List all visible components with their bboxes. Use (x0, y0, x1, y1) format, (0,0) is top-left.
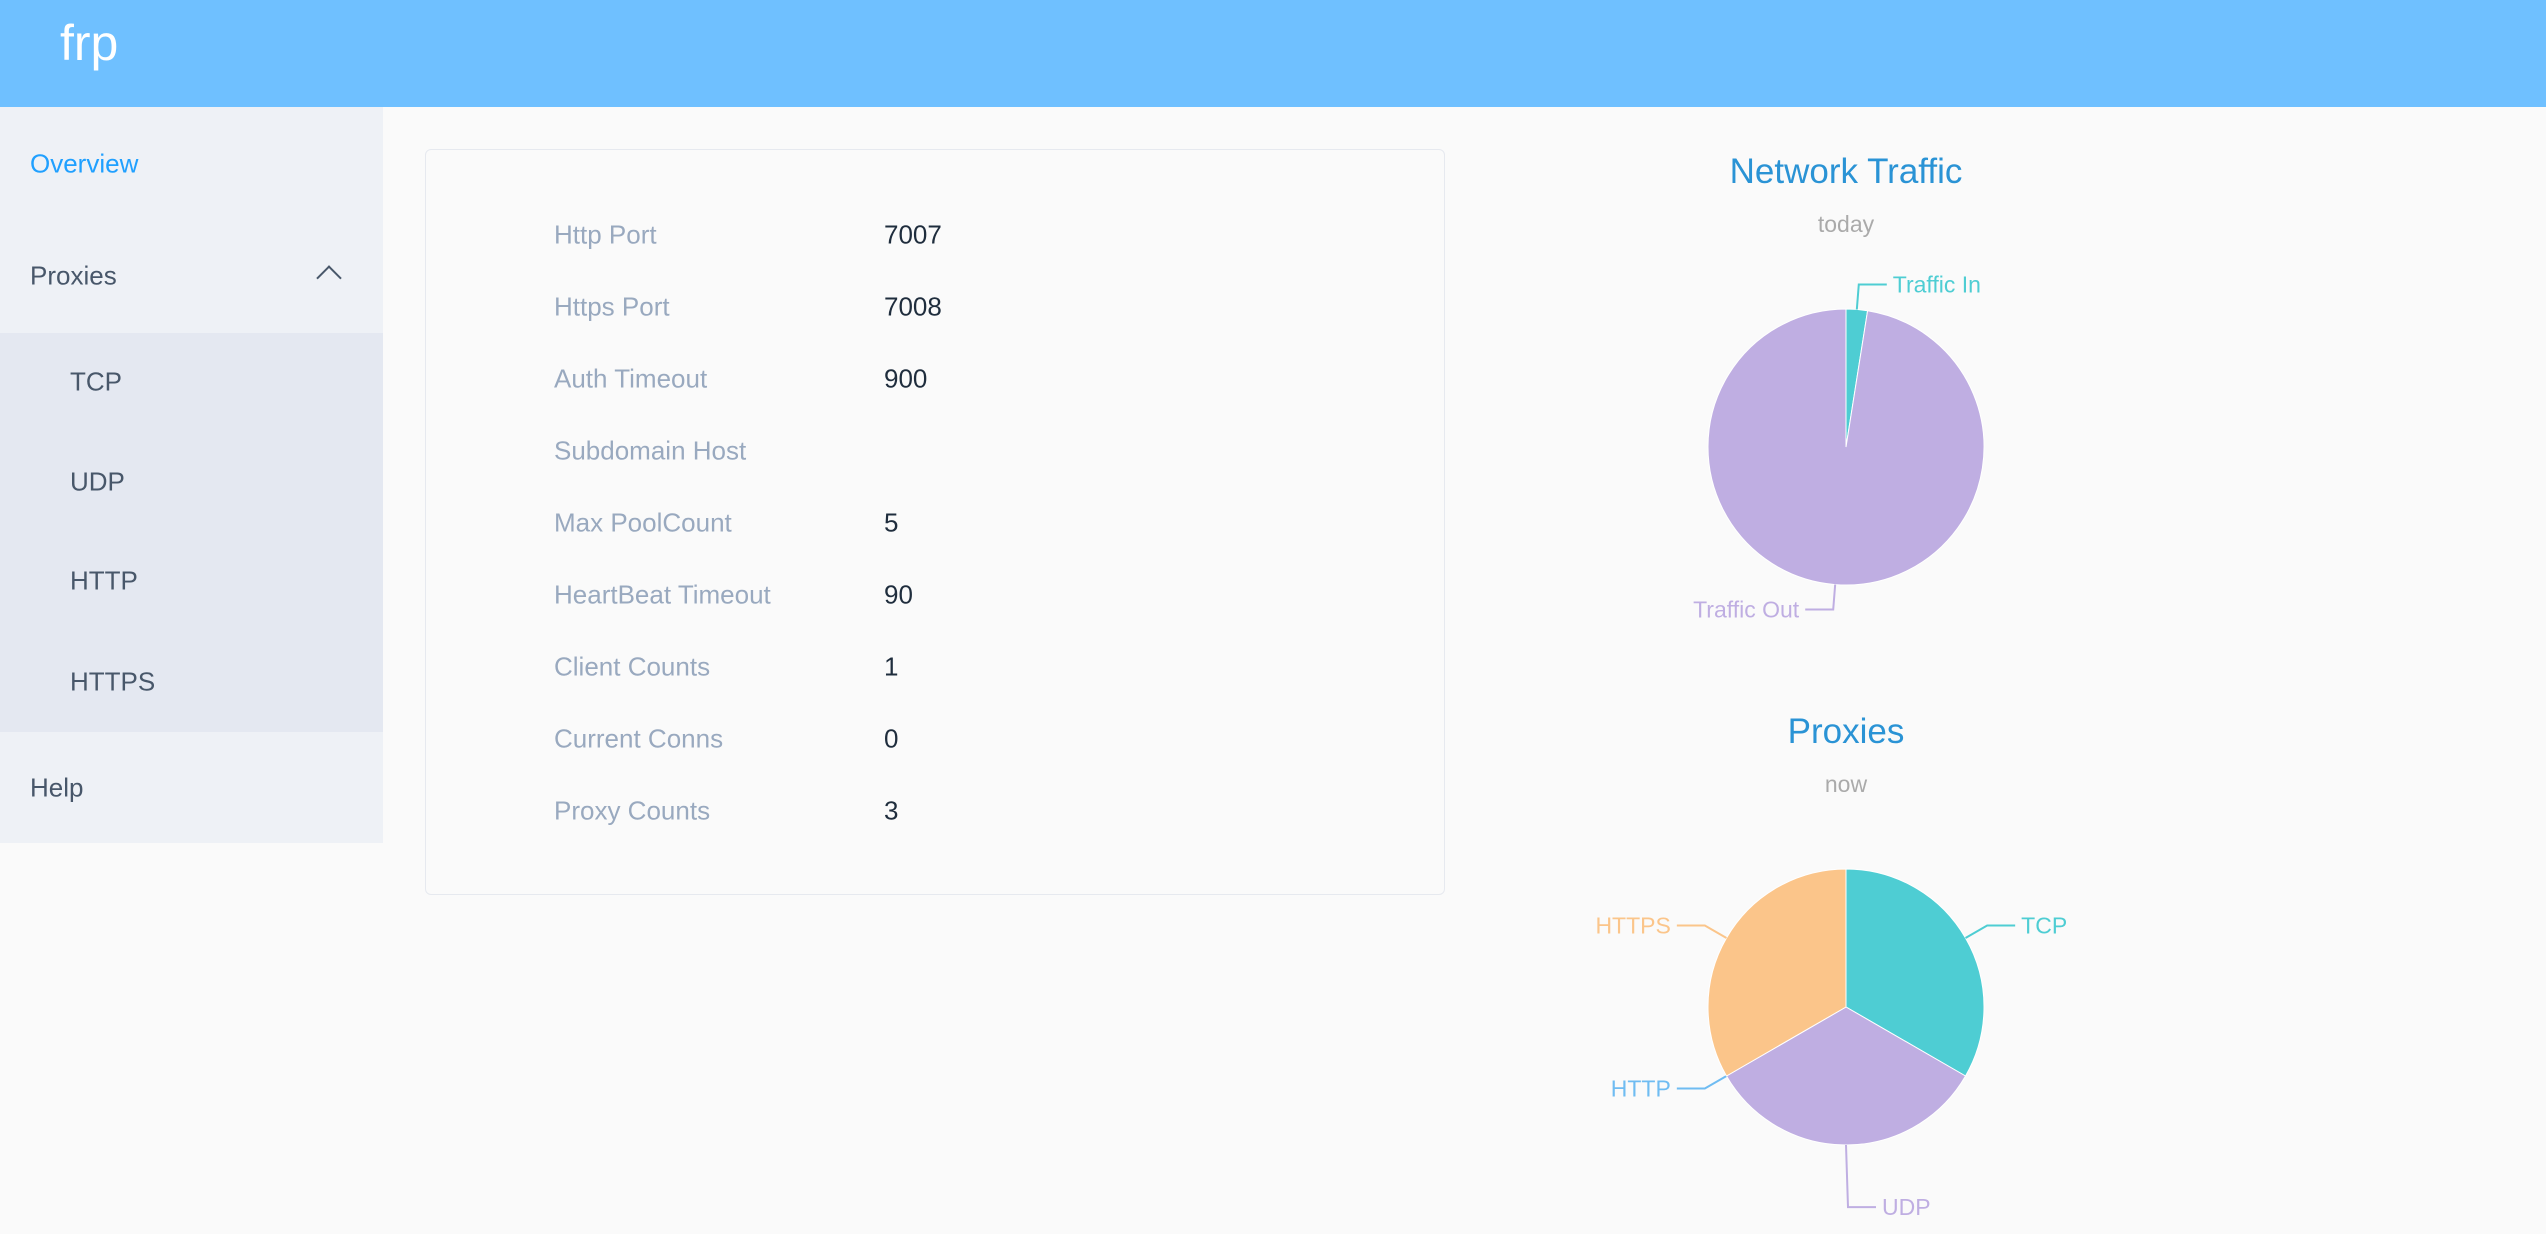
sidebar-item-tcp[interactable]: TCP (70, 366, 122, 397)
info-row: Auth Timeout 900 (554, 363, 927, 395)
info-value: 7007 (884, 219, 942, 250)
info-row: Max PoolCount 5 (554, 507, 898, 539)
info-label: HeartBeat Timeout (554, 579, 771, 610)
info-value: 90 (884, 579, 913, 610)
sidebar-item-http[interactable]: HTTP (70, 565, 138, 596)
label-leader-line (1805, 584, 1837, 611)
info-value: 7008 (884, 291, 942, 322)
pie-label: TCP (2021, 913, 2067, 939)
info-value: 1 (884, 651, 899, 682)
info-row: Https Port 7008 (554, 291, 942, 323)
pie-label: UDP (1882, 1194, 1931, 1220)
sidebar: Overview Proxies TCP UDP HTTP HTTPS Help (0, 107, 383, 843)
label-leader-line (1845, 1144, 1876, 1209)
info-row: Subdomain Host (554, 436, 746, 467)
pie-label: HTTP (1611, 1076, 1671, 1102)
label-leader-line (1676, 1075, 1727, 1090)
network-traffic-subtitle: today (1817, 211, 1875, 237)
label-leader-line (1965, 924, 2016, 939)
info-label: Proxy Counts (554, 795, 711, 826)
info-label: Http Port (554, 219, 657, 250)
proxies-submenu (0, 333, 383, 732)
app-logo[interactable]: frp (60, 15, 119, 71)
pie-slice-tcp[interactable] (1845, 868, 1985, 1077)
pie-slice-udp[interactable] (1725, 1006, 1967, 1146)
info-row: Client Counts 1 (554, 651, 898, 683)
pie-slice-https[interactable] (1707, 868, 1847, 1077)
pie-label: Traffic In (1893, 272, 1981, 298)
proxies-chart-title: Proxies (1787, 712, 1905, 751)
info-label: Client Counts (554, 651, 711, 682)
info-value: 5 (884, 507, 899, 538)
pie-slice-traffic-out[interactable] (1707, 308, 1985, 586)
info-label: Subdomain Host (554, 435, 747, 466)
info-label: Current Conns (554, 723, 724, 754)
info-row: Current Conns 0 (554, 723, 898, 755)
proxies-chart-subtitle: now (1824, 771, 1868, 797)
label-leader-line (1855, 283, 1887, 310)
pie-label: Traffic Out (1693, 596, 1800, 622)
sidebar-item-udp[interactable]: UDP (70, 466, 125, 497)
info-value: 3 (884, 795, 899, 826)
info-value: 0 (884, 723, 899, 754)
sidebar-item-help[interactable]: Help (30, 772, 84, 803)
label-leader-line (1676, 924, 1727, 939)
info-label: Https Port (554, 291, 670, 322)
sidebar-item-https[interactable]: HTTPS (70, 666, 156, 697)
info-row: HeartBeat Timeout 90 (554, 579, 913, 611)
info-value: 900 (884, 363, 928, 394)
info-label: Auth Timeout (554, 363, 708, 394)
pie-label: HTTPS (1595, 913, 1670, 939)
info-row: Http Port 7007 (554, 219, 942, 251)
top-header: frp (0, 0, 2546, 107)
sidebar-item-overview[interactable]: Overview (30, 148, 139, 179)
info-row: Proxy Counts 3 (554, 795, 898, 827)
info-label: Max PoolCount (554, 507, 732, 538)
server-info-card: Http Port 7007 Https Port 7008 Auth Timeout 9… (425, 149, 1445, 895)
sidebar-item-proxies[interactable]: Proxies (30, 260, 117, 291)
network-traffic-title: Network Traffic (1729, 152, 1963, 191)
